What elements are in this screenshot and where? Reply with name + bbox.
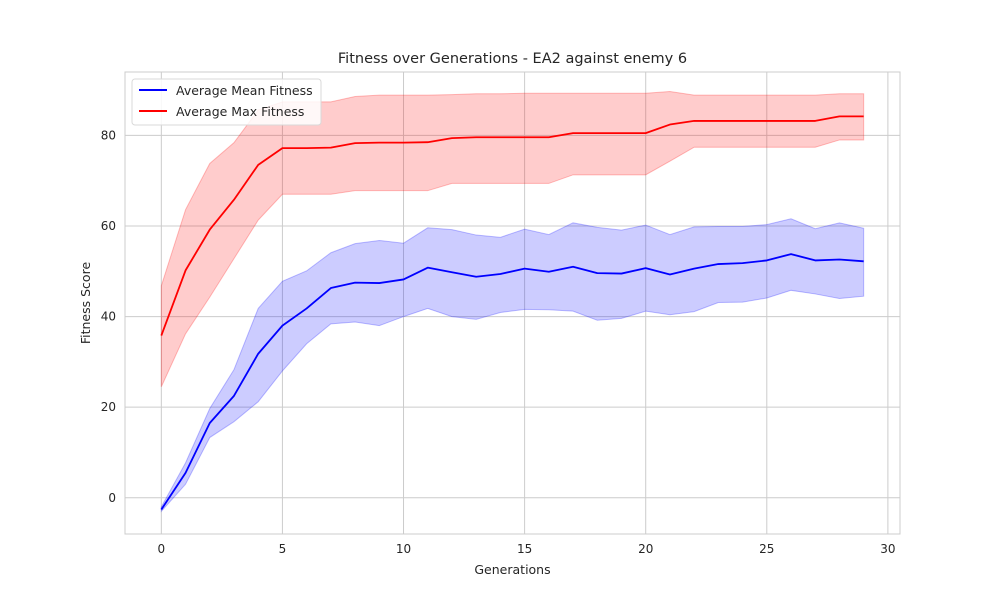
x-tick-label: 30 xyxy=(880,542,895,556)
y-tick-label: 60 xyxy=(101,219,116,233)
x-tick-label: 15 xyxy=(517,542,532,556)
legend-label-max: Average Max Fitness xyxy=(176,104,304,119)
y-tick-label: 40 xyxy=(101,310,116,324)
y-axis-label: Fitness Score xyxy=(78,262,93,345)
series-line-0 xyxy=(160,253,864,511)
chart-title: Fitness over Generations - EA2 against e… xyxy=(338,51,687,67)
legend-box xyxy=(131,78,322,126)
series-lines xyxy=(160,115,864,511)
confidence-bands xyxy=(160,90,865,513)
y-gridlines xyxy=(125,134,900,499)
y-tick-labels: 0 20 40 60 80 xyxy=(101,128,116,504)
y-tick-label: 80 xyxy=(101,128,116,142)
x-tick-label: 20 xyxy=(638,542,653,556)
plot-background xyxy=(125,72,900,534)
x-tick-label: 25 xyxy=(759,542,774,556)
legend-label-mean: Average Mean Fitness xyxy=(176,83,313,98)
x-tick-label: 0 xyxy=(158,542,166,556)
x-axis-label: Generations xyxy=(474,562,550,577)
plot-frame xyxy=(124,71,901,535)
x-tick-label: 5 xyxy=(279,542,287,556)
legend: Average Mean Fitness Average Max Fitness xyxy=(131,78,322,126)
y-tick-label: 0 xyxy=(108,491,116,505)
series-line-1 xyxy=(160,115,864,336)
confidence-band-1 xyxy=(160,90,865,387)
x-tick-label: 10 xyxy=(396,542,411,556)
confidence-band-0 xyxy=(160,218,865,513)
y-tick-label: 20 xyxy=(101,400,116,414)
x-tick-labels: 0 5 10 15 20 25 30 xyxy=(158,542,896,556)
